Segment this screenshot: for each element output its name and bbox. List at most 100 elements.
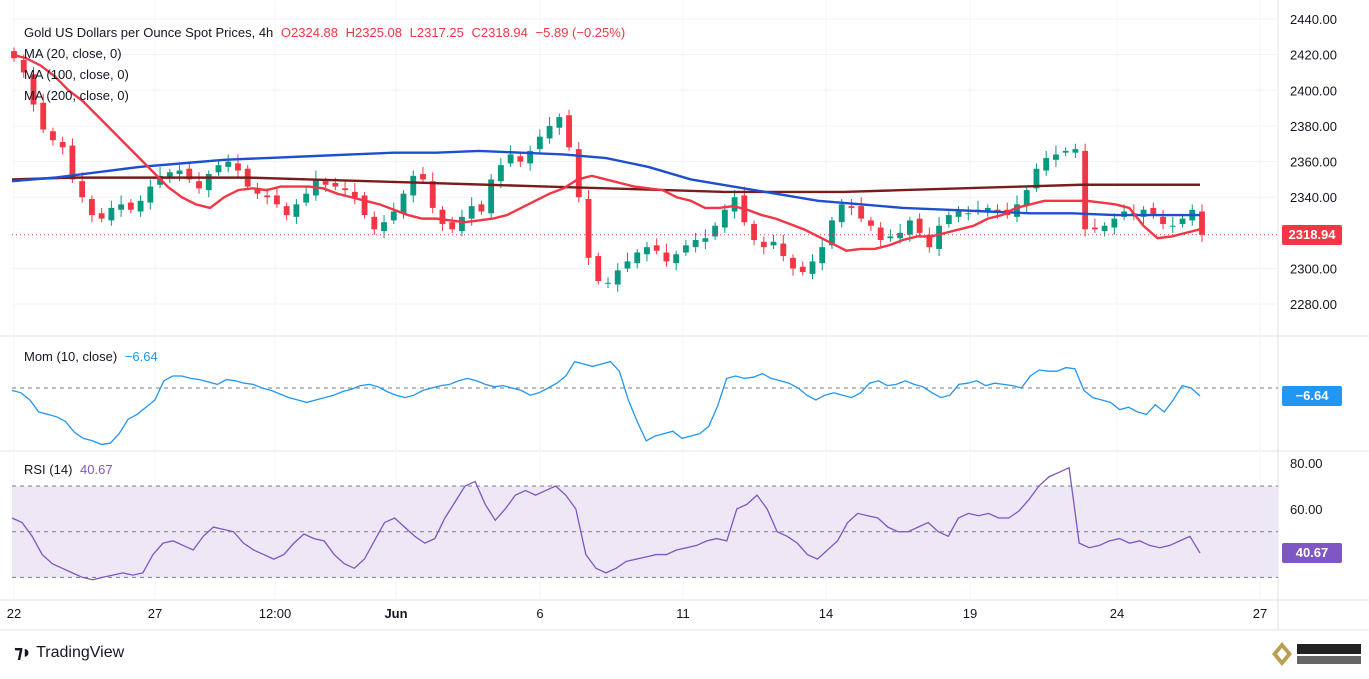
candle: [108, 200, 115, 226]
candle: [186, 161, 193, 183]
candle-body: [186, 168, 193, 180]
candle: [1111, 213, 1118, 235]
candle-body: [780, 243, 787, 257]
candle-body: [819, 247, 826, 264]
ma100-legend[interactable]: MA (100, close, 0): [24, 67, 129, 82]
candle-body: [1043, 158, 1050, 171]
time-tick-label: Jun: [384, 606, 407, 621]
candle-body: [283, 206, 290, 216]
price-tick-label: 2400.00: [1290, 83, 1337, 98]
candle: [1043, 150, 1050, 176]
low-value: L2317.25: [409, 25, 464, 40]
mom-label: Mom (10, close): [24, 349, 118, 364]
ma20-legend[interactable]: MA (20, close, 0): [24, 46, 122, 61]
candle: [712, 222, 719, 241]
candle-body: [770, 241, 777, 246]
candle: [1082, 143, 1089, 237]
ma100-line: [11, 149, 1200, 217]
candle: [624, 252, 631, 273]
candle-body: [400, 193, 407, 214]
candle: [809, 254, 816, 280]
candle: [351, 182, 358, 205]
candle-body: [88, 199, 95, 216]
candle-body: [488, 179, 495, 214]
candle-body: [390, 211, 397, 221]
change-value: −5.89 (−0.25%): [535, 25, 626, 40]
candle-body: [614, 270, 621, 285]
candle: [751, 220, 757, 246]
candle-body: [429, 181, 436, 208]
candle-body: [381, 222, 387, 232]
candle: [137, 195, 144, 217]
candle-body: [59, 141, 66, 148]
candle: [429, 172, 436, 214]
candle-body: [926, 234, 933, 248]
time-tick-label: 14: [819, 606, 833, 621]
candle: [459, 209, 465, 237]
candle-body: [507, 154, 514, 164]
candle-body: [127, 202, 134, 210]
candle-body: [838, 204, 845, 223]
candle-body: [906, 220, 913, 235]
ma200-legend[interactable]: MA (200, close, 0): [24, 88, 129, 103]
candle-body: [459, 216, 465, 232]
candle-body: [984, 207, 991, 212]
candle: [390, 202, 397, 224]
candle: [799, 261, 806, 276]
candle-body: [215, 165, 222, 173]
candle: [40, 93, 47, 134]
ma20-line: [11, 53, 1201, 252]
candle-body: [137, 200, 144, 212]
candle: [147, 179, 154, 210]
candle-body: [351, 191, 358, 198]
candle-body: [673, 254, 680, 264]
candle-body: [1082, 150, 1089, 230]
tradingview-logo[interactable]: ⁊◗ TradingView: [14, 642, 124, 663]
candle: [88, 195, 95, 223]
rsi-label: RSI (14): [24, 462, 73, 477]
candle-body: [692, 240, 699, 248]
candle-body: [98, 213, 105, 219]
candle-body: [254, 188, 261, 194]
candle-body: [1014, 204, 1020, 217]
candle: [1053, 145, 1059, 167]
candle-body: [1091, 227, 1098, 230]
candle-body: [332, 182, 339, 187]
candle-body: [303, 193, 310, 203]
rsi-value: 40.67: [80, 462, 113, 477]
tradingview-name: TradingView: [36, 643, 125, 661]
candle: [653, 238, 660, 255]
candle-body: [1072, 149, 1079, 153]
candle-body: [965, 213, 972, 215]
moving-averages-layer: [11, 53, 1278, 252]
mom-legend[interactable]: Mom (10, close) −6.64: [24, 349, 162, 364]
candle: [945, 211, 952, 228]
price-legend: Gold US Dollars per Ounce Spot Prices, 4…: [24, 25, 629, 40]
candle: [361, 191, 368, 219]
candle-body: [273, 195, 280, 205]
candle: [955, 206, 962, 223]
candle-body: [517, 156, 524, 162]
candle-body: [536, 136, 543, 150]
candle-body: [731, 197, 738, 212]
candle: [293, 199, 300, 224]
candle: [527, 145, 534, 171]
time-tick-label: 27: [148, 606, 162, 621]
candle-body: [371, 216, 378, 230]
rsi-legend[interactable]: RSI (14) 40.67: [24, 462, 117, 477]
mom-badge: −6.64: [1282, 385, 1342, 406]
price-tick-label: 2440.00: [1290, 12, 1337, 27]
candle: [644, 241, 650, 262]
rsi-tick-label: 60.00: [1290, 502, 1323, 517]
candle-body: [410, 175, 417, 196]
price-tick-label: 2300.00: [1290, 262, 1337, 277]
candle: [702, 229, 709, 249]
candle: [118, 195, 125, 217]
candle-body: [225, 161, 232, 167]
time-tick-label: 27: [1253, 606, 1267, 621]
candle-body: [799, 266, 806, 273]
candle: [196, 172, 202, 194]
tradingview-mark-icon: ⁊◗: [14, 642, 32, 662]
candle-body: [79, 181, 86, 198]
